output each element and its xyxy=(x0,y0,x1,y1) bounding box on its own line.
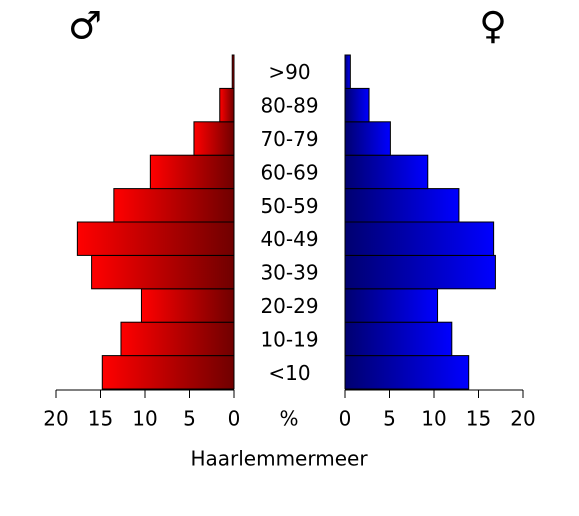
bar-female xyxy=(344,254,496,290)
x-tick-label: 10 xyxy=(421,407,446,431)
category-label: <10 xyxy=(268,361,310,385)
bar-female xyxy=(344,355,470,390)
category-label: 30-39 xyxy=(260,261,318,285)
bar-male xyxy=(91,254,235,290)
bar-male xyxy=(113,188,235,223)
bar-male xyxy=(193,121,235,156)
bar-female xyxy=(344,87,370,123)
bar-female xyxy=(344,188,460,223)
bar-male xyxy=(149,154,235,190)
category-label: 10-19 xyxy=(260,327,318,351)
category-label: 20-29 xyxy=(260,294,318,318)
bar-female xyxy=(344,54,351,89)
bar-male xyxy=(140,288,235,323)
x-tick-label: 15 xyxy=(466,407,491,431)
x-tick-label: 15 xyxy=(88,407,113,431)
category-label: 50-59 xyxy=(260,194,318,218)
bar-female xyxy=(344,121,391,156)
category-label: 60-69 xyxy=(260,160,318,184)
category-label: 40-49 xyxy=(260,227,318,251)
unit-label: % xyxy=(279,407,298,431)
category-label: >90 xyxy=(268,60,310,84)
bar-male xyxy=(101,355,235,390)
bar-female xyxy=(344,154,429,190)
x-tick-label: 10 xyxy=(132,407,157,431)
x-tick-label: 5 xyxy=(183,407,196,431)
bar-female xyxy=(344,321,453,357)
x-tick-label: 5 xyxy=(383,407,396,431)
bar-female xyxy=(344,288,439,323)
category-label: 70-79 xyxy=(260,127,318,151)
bar-male xyxy=(120,321,235,357)
x-tick-label: 0 xyxy=(228,407,241,431)
x-tick-label: 0 xyxy=(339,407,352,431)
bar-male xyxy=(219,87,235,123)
chart-title: Haarlemmermeer xyxy=(190,447,368,471)
legend-female: ♀ xyxy=(479,4,507,48)
bar-male xyxy=(76,221,235,256)
category-label: 80-89 xyxy=(260,94,318,118)
x-tick-label: 20 xyxy=(43,407,68,431)
bar-male xyxy=(231,54,235,89)
bar-female xyxy=(344,221,495,256)
x-tick-label: 20 xyxy=(510,407,535,431)
legend-male: ♂ xyxy=(68,4,102,48)
